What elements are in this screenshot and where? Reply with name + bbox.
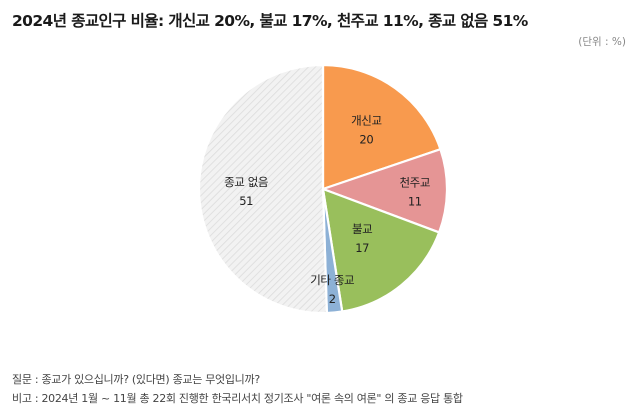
slice-label-천주교: 천주교	[399, 175, 430, 189]
pie-slice-개신교	[321, 63, 442, 191]
slice-label-불교: 불교	[352, 222, 372, 236]
pie-slice-천주교	[319, 147, 449, 234]
chart-notes: 질문 : 종교가 있으십니까? (있다면) 종교는 무엇입니까? 비고 : 20…	[12, 370, 463, 408]
pie-slice-종교-없음	[197, 63, 328, 315]
slice-label-개신교: 개신교	[351, 114, 382, 128]
slice-value-개신교: 20	[359, 133, 373, 147]
slice-value-기타-종교: 2	[329, 292, 336, 306]
slice-value-종교-없음: 51	[239, 194, 253, 208]
survey-remark-note: 비고 : 2024년 1월 ~ 11월 총 22회 진행한 한국리서치 정기조사…	[12, 392, 463, 405]
slice-label-종교-없음: 종교 없음	[224, 175, 268, 189]
pie-chart: 개신교 20 천주교 11 불교 17 기타 종교 2 종교 없음 51	[197, 63, 449, 315]
slice-value-불교: 17	[355, 241, 369, 255]
chart-title: 2024년 종교인구 비율: 개신교 20%, 불교 17%, 천주교 11%,…	[12, 12, 528, 30]
survey-question-note: 질문 : 종교가 있으십니까? (있다면) 종교는 무엇입니까?	[12, 373, 260, 386]
slice-value-천주교: 11	[408, 194, 422, 208]
unit-label: (단위 : %)	[578, 36, 626, 48]
slice-label-기타-종교: 기타 종교	[310, 273, 354, 287]
pie-slice-불교	[321, 187, 441, 313]
